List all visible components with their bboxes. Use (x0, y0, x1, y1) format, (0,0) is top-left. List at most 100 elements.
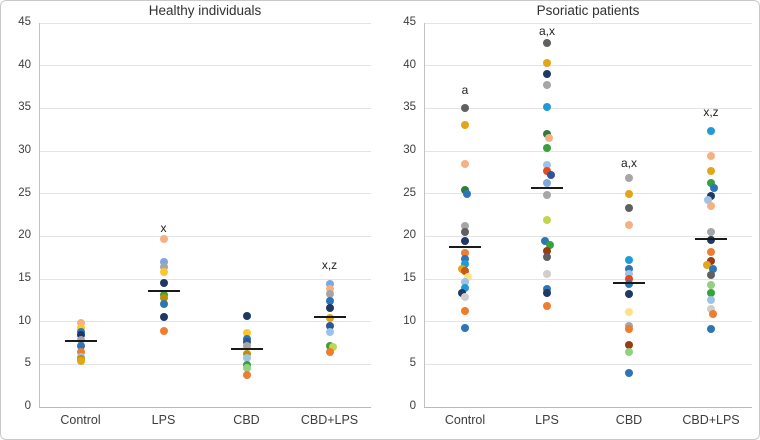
data-point (461, 292, 469, 301)
data-point (709, 309, 717, 318)
data-point (543, 103, 551, 112)
data-point (461, 260, 469, 269)
significance-annotation: a,x (620, 155, 637, 170)
data-point (543, 269, 551, 278)
data-point (707, 167, 715, 176)
y-axis-tick-label: 25 (403, 186, 416, 199)
gridline (424, 22, 752, 24)
data-point (707, 304, 715, 313)
data-point (625, 275, 633, 283)
data-point (543, 246, 551, 255)
data-point (704, 196, 712, 205)
data-point (328, 343, 337, 352)
data-point (159, 312, 168, 321)
significance-annotation: x (160, 220, 167, 235)
data-point (543, 38, 551, 47)
gridline (424, 363, 752, 365)
data-point (76, 331, 85, 340)
data-point (76, 319, 85, 328)
data-point (625, 221, 633, 230)
data-point (458, 288, 466, 297)
data-point (461, 323, 469, 332)
data-point (543, 144, 551, 153)
data-point (543, 252, 551, 261)
data-point (76, 347, 85, 356)
x-axis-line (39, 407, 371, 408)
data-point (461, 121, 469, 130)
y-axis-tick-label: 0 (409, 400, 416, 412)
data-point (543, 216, 551, 225)
y-axis-tick-label: 30 (403, 144, 416, 156)
data-point (707, 280, 715, 289)
data-point (541, 237, 549, 246)
data-point (242, 363, 251, 372)
data-point (159, 263, 168, 272)
gridline (39, 65, 371, 67)
significance-annotation: a (461, 83, 469, 98)
data-point (325, 297, 334, 306)
data-point (461, 237, 469, 246)
data-point (543, 70, 551, 79)
y-axis-tick-label: 35 (403, 101, 416, 114)
data-point (543, 178, 551, 187)
gridline (39, 321, 371, 323)
gridline (39, 278, 371, 280)
data-point (159, 293, 168, 302)
data-point (461, 159, 469, 168)
data-point (625, 325, 633, 334)
data-point (461, 104, 469, 113)
y-axis-tick-label: 10 (403, 314, 416, 327)
y-axis-tick-label: 5 (24, 357, 31, 370)
chart-healthy-individuals: Healthy individuals 0 5 10 15 20 25 30 35 40 45 Co… (1, 1, 381, 439)
data-point (461, 222, 469, 231)
data-point (625, 256, 633, 265)
y-axis-tick-label: 15 (18, 272, 31, 284)
y-axis-tick-label: 40 (403, 58, 416, 71)
data-point (325, 327, 334, 336)
data-point (707, 228, 715, 237)
gridline (424, 321, 752, 323)
data-point (625, 340, 633, 349)
data-point (625, 264, 633, 273)
data-point (546, 240, 554, 249)
gridline (39, 363, 371, 365)
data-point (159, 279, 168, 288)
mean-line (613, 282, 645, 285)
mean-line (64, 340, 97, 343)
data-point (242, 328, 251, 337)
data-point (242, 311, 251, 320)
data-point (159, 257, 168, 266)
data-point (707, 247, 715, 256)
y-axis-tick-label: 15 (403, 272, 416, 284)
gridline (39, 235, 371, 237)
data-point (707, 201, 715, 210)
data-point (707, 192, 715, 201)
data-point (707, 288, 715, 297)
data-point (159, 234, 168, 243)
data-point (707, 270, 715, 279)
data-point (547, 170, 555, 179)
data-point (242, 371, 251, 380)
data-point (625, 289, 633, 298)
data-point (461, 306, 469, 315)
data-point (543, 160, 551, 169)
data-point (543, 129, 551, 138)
data-point (325, 280, 334, 289)
data-point (159, 327, 168, 336)
data-point (543, 302, 551, 311)
data-point (325, 285, 334, 294)
data-point (242, 342, 251, 351)
data-point (76, 323, 85, 332)
data-point (325, 321, 334, 330)
gridline (424, 278, 752, 280)
significance-annotation: a,x (538, 23, 555, 38)
gridline (424, 65, 752, 67)
mean-line (449, 245, 481, 248)
data-point (463, 189, 471, 198)
gridline (39, 107, 371, 109)
y-axis-tick-label: 20 (403, 229, 416, 242)
y-axis-tick-label: 45 (18, 16, 31, 28)
x-category-label: CBD+LPS (300, 413, 359, 427)
x-axis-line (424, 407, 752, 408)
data-point (159, 268, 168, 277)
